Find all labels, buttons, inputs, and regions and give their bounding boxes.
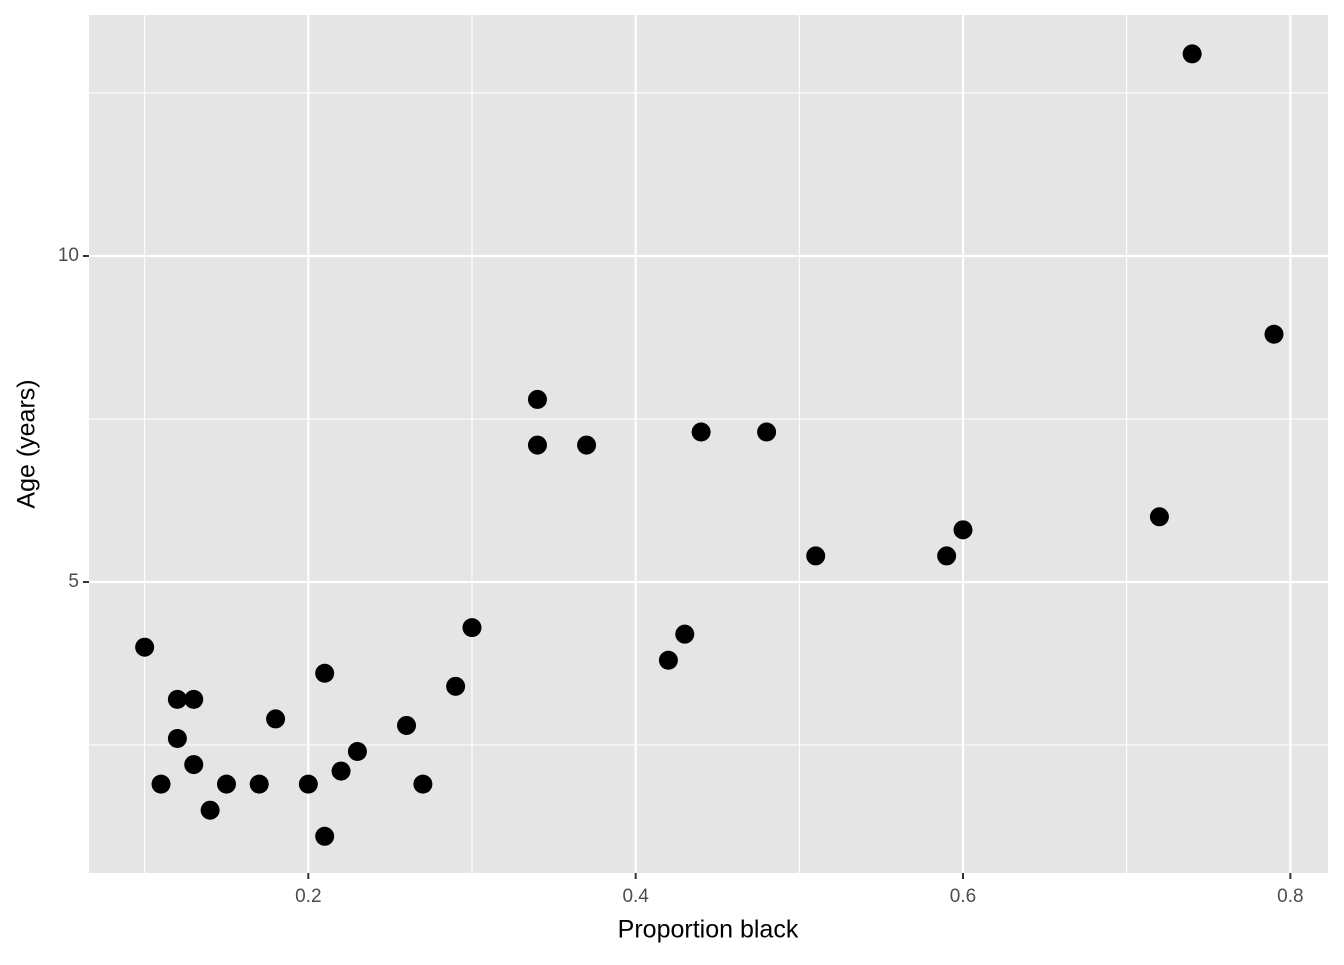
point [953,520,973,540]
point [413,774,433,794]
point [347,742,367,762]
point [937,546,957,566]
point [184,755,204,775]
point [315,826,335,846]
point [135,637,155,657]
point [216,774,236,794]
y-tick-label: 5 [68,571,79,592]
point [266,709,286,729]
point [446,676,466,696]
x-tick-label: 0.8 [1277,886,1303,907]
point [675,624,695,644]
point [200,800,220,820]
point [331,761,351,781]
point [167,728,187,748]
point [806,546,826,566]
point [462,618,482,638]
point [151,774,171,794]
panel [89,15,1328,873]
point [249,774,269,794]
x-tick-label: 0.4 [622,886,649,907]
point [658,650,678,670]
y-axis-title: Age (years) [13,379,41,508]
point [1182,44,1202,64]
point [527,435,547,455]
x-tick-label: 0.2 [295,886,321,907]
x-tick-label: 0.6 [950,886,976,907]
y-tick-label: 10 [58,245,79,266]
point [577,435,597,455]
point [527,389,547,409]
point [397,715,417,735]
point [167,689,187,709]
point [1149,507,1169,527]
point [1264,324,1284,344]
point [757,422,777,442]
point [691,422,711,442]
x-axis-title: Proportion black [618,916,799,944]
point [315,663,335,683]
point [184,689,204,709]
point [298,774,318,794]
